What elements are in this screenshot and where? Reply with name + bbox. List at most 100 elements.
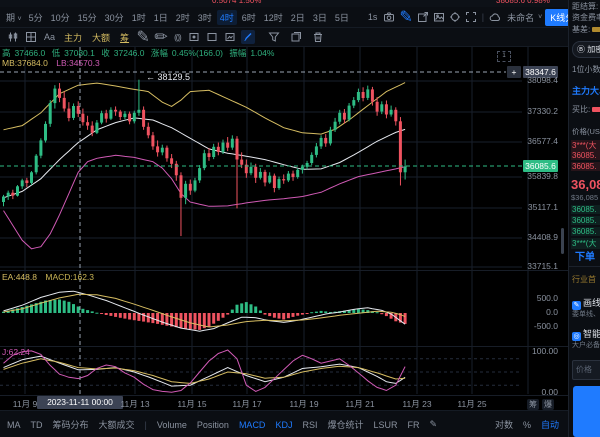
interval-15分[interactable]: 15分 xyxy=(77,12,97,23)
font-size-button[interactable]: Aa xyxy=(44,32,56,42)
ask-row[interactable]: 3***(大 xyxy=(571,140,600,151)
kline-chart[interactable] xyxy=(0,0,568,437)
interval-6时[interactable]: 6时 xyxy=(241,12,256,23)
replay-button[interactable]: 1s xyxy=(367,12,378,22)
interval-5分[interactable]: 5分 xyxy=(28,12,43,23)
ticker-fragment-right: 38085.6 0.98% xyxy=(496,0,550,5)
period-dropdown[interactable]: 期 ˅ xyxy=(6,12,22,23)
interval-30分[interactable]: 30分 xyxy=(104,12,124,23)
brush-tool-icon[interactable] xyxy=(240,30,255,44)
new-window-icon[interactable] xyxy=(417,10,429,24)
high-value: 37466.0 xyxy=(14,48,46,58)
interval-1日[interactable]: 1日 xyxy=(153,12,168,23)
interval-12时[interactable]: 12时 xyxy=(263,12,283,23)
tab-RSI[interactable]: RSI xyxy=(302,419,318,430)
large-order-toggle[interactable]: 大额 xyxy=(92,32,111,43)
price-axis-label: 37330.2 xyxy=(527,106,558,116)
pen-icon[interactable]: ✏ xyxy=(154,29,168,46)
price-axis-label: 34408.9 xyxy=(527,232,558,242)
time-axis-label: 11月 17 xyxy=(232,399,262,409)
chart-box-icon[interactable] xyxy=(223,30,237,44)
drawline-tool[interactable]: ✎ 画线 xyxy=(572,298,600,310)
interval-10分[interactable]: 10分 xyxy=(50,12,70,23)
bid-row[interactable]: 36085. xyxy=(571,205,600,214)
ask-row[interactable]: 36085. xyxy=(571,151,600,160)
trash-icon[interactable] xyxy=(311,30,325,44)
bid-row[interactable]: 36085. xyxy=(571,227,600,236)
filter-icon[interactable] xyxy=(267,30,281,44)
target-icon[interactable] xyxy=(449,10,461,24)
option-对数[interactable]: 对数 xyxy=(494,420,513,430)
bid-row[interactable]: 3***(大 xyxy=(571,238,600,249)
macd-value: MACD:162.3 xyxy=(45,272,95,282)
option-自动[interactable]: 自动 xyxy=(540,420,559,430)
draw-pencil-icon[interactable]: ✎ xyxy=(399,9,413,26)
interval-1时[interactable]: 1时 xyxy=(131,12,146,23)
layout-name[interactable]: 未命名 xyxy=(507,12,535,23)
main-force-toggle[interactable]: 主力 xyxy=(64,32,83,43)
price-input[interactable]: 价格 xyxy=(572,360,600,380)
time-axis-label: 11月 23 xyxy=(402,399,432,409)
chevron-down-icon[interactable]: ˅ xyxy=(538,13,543,21)
candle-style-icon[interactable] xyxy=(6,30,20,44)
bid-row[interactable]: 36085. xyxy=(571,216,600,225)
tab-FR[interactable]: FR xyxy=(407,419,420,430)
box-dot-icon[interactable] xyxy=(187,30,201,44)
wave-tool-icon[interactable]: (()) xyxy=(174,32,182,42)
place-order-tab[interactable]: 下单 xyxy=(569,248,600,267)
amplitude-label: 振幅 xyxy=(229,48,247,58)
chips-toggle[interactable]: 筹 xyxy=(120,32,130,43)
fullscreen-icon[interactable] xyxy=(465,10,477,24)
decimal-select[interactable]: 1位小数 xyxy=(572,65,600,74)
interval-3日[interactable]: 3日 xyxy=(312,12,327,23)
tab-MA[interactable]: MA xyxy=(7,419,21,430)
grid-layout-icon[interactable] xyxy=(24,30,38,44)
ask-row[interactable]: 36085. xyxy=(571,162,600,171)
boll-info-row: MB:37684.0 LB:34570.3 xyxy=(2,58,100,68)
interval-5日[interactable]: 5日 xyxy=(334,12,349,23)
interval-2日[interactable]: 2日 xyxy=(290,12,305,23)
option-%[interactable]: % xyxy=(522,419,531,430)
crosshair-plus-icon[interactable]: + xyxy=(507,66,521,78)
tab-list: MA TD 筹码分布 大额成交 | Volume Position MACD KDJ RSI 爆仓统… xyxy=(2,418,442,431)
main-orders-tab[interactable]: 主力大单 xyxy=(572,86,600,96)
restore-pane-icon[interactable]: 1 xyxy=(497,51,511,62)
current-price-box: 36085.6 xyxy=(523,160,558,172)
last-price: 36,08 xyxy=(571,177,600,192)
tab-Position[interactable]: Position xyxy=(196,419,229,430)
camera-icon[interactable] xyxy=(383,10,395,24)
tab-Volume[interactable]: Volume xyxy=(156,419,187,430)
macd-info-row: EA:448.8 MACD:162.3 xyxy=(2,272,94,282)
crypto-button[interactable]: Ⓑ 加密 xyxy=(572,41,600,58)
tab-LSUR[interactable]: LSUR xyxy=(373,419,398,430)
divider: | xyxy=(481,12,485,22)
smart-icon: ◎ xyxy=(572,332,581,341)
tab-✎[interactable]: ✎ xyxy=(429,419,438,429)
image-icon[interactable] xyxy=(433,10,445,24)
tab-MACD[interactable]: MACD xyxy=(238,419,266,430)
tab-KDJ[interactable]: KDJ xyxy=(275,419,293,430)
crosshair-price-box: 38347.6 xyxy=(523,66,558,78)
box-icon[interactable] xyxy=(205,30,219,44)
interval-2时[interactable]: 2时 xyxy=(175,12,190,23)
funding-rate-row: 资金费率 xyxy=(572,13,600,22)
edit-note-icon[interactable] xyxy=(289,30,303,44)
scrollbar-thumb[interactable] xyxy=(561,228,564,254)
buy-button[interactable] xyxy=(573,386,600,437)
time-axis-label: 11月 19 xyxy=(289,399,319,409)
interval-3时[interactable]: 3时 xyxy=(197,12,212,23)
pencil-icon[interactable]: ✎ xyxy=(136,29,150,46)
drawline-desc: 委单线、 xyxy=(572,311,600,318)
tab-爆仓统计[interactable]: 爆仓统计 xyxy=(327,420,364,430)
tab-大额成交[interactable]: 大额成交 xyxy=(98,420,135,430)
smart-tool[interactable]: ◎ 智能 xyxy=(572,329,600,341)
chip-爆[interactable]: 爆 xyxy=(542,399,554,410)
time-axis-label: 11月 15 xyxy=(177,399,207,409)
chip-筹[interactable]: 筹 xyxy=(527,399,539,410)
smart-desc: 大户必备 xyxy=(572,342,600,349)
cloud-save-icon[interactable] xyxy=(489,10,501,24)
tab-筹码分布[interactable]: 筹码分布 xyxy=(52,420,89,430)
tab-TD[interactable]: TD xyxy=(30,419,43,430)
interval-4时[interactable]: 4时 xyxy=(216,9,237,25)
